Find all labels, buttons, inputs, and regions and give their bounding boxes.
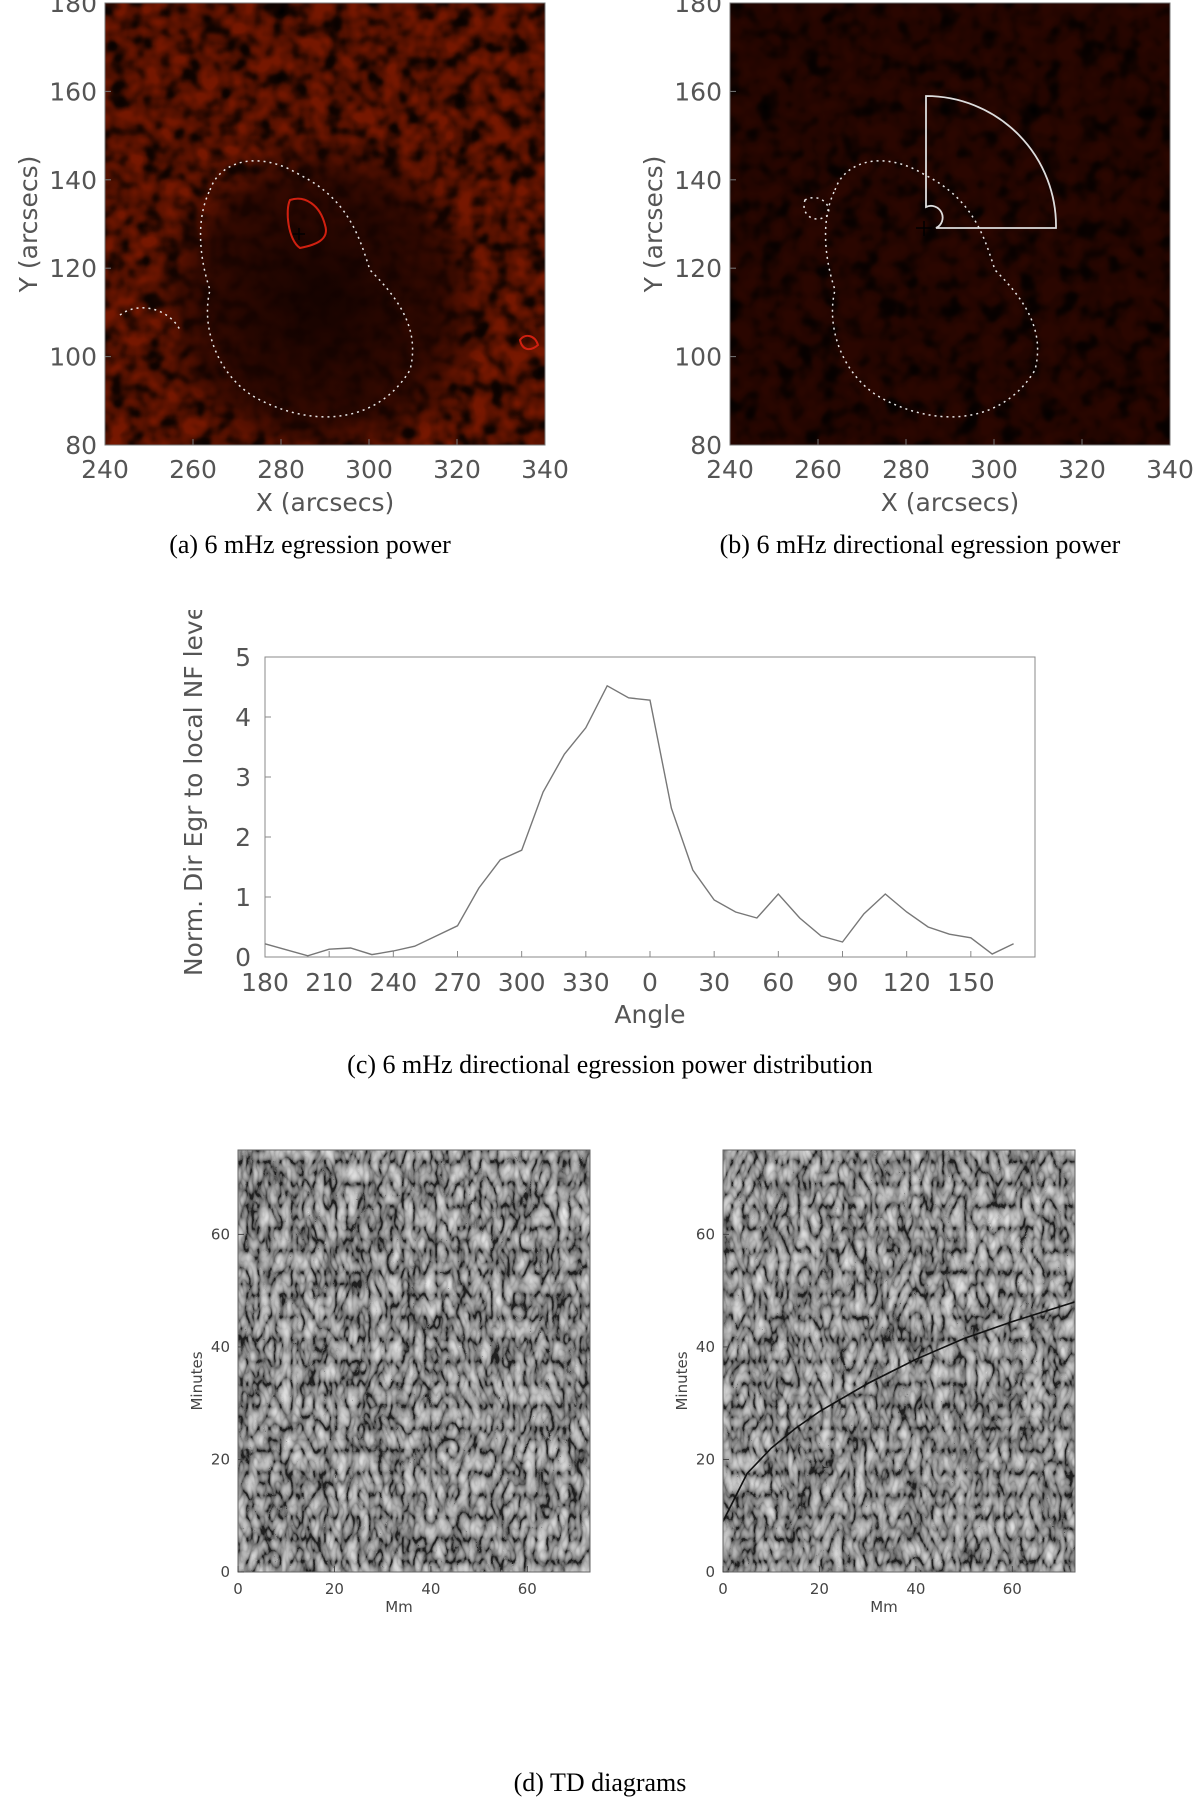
y-tick-label: 0 [705,1563,715,1581]
egression-distribution-chart: 180 210 240 270 300 330 0 30 60 90 120 150 0 1 2 3 4 5 Ang… [180,610,1036,1029]
y-tick-label: 20 [696,1450,715,1468]
x-tick-label: 260 [169,455,217,484]
directional-egression-map: 240 260 280 300 320 340 80 100 120 140 160 180 X (ar… [639,0,1194,517]
x-tick-label: 20 [325,1580,344,1598]
x-axis-label: Angle [614,1000,685,1029]
y-tick-label: 3 [235,763,251,792]
y-tick-label: 140 [49,166,97,195]
y-tick-label: 140 [674,166,722,195]
y-tick-label: 60 [696,1225,715,1243]
egression-power-map: 240 260 280 300 320 340 80 100 120 140 160 180 X (ar… [14,0,569,517]
x-tick-label: 270 [434,968,482,997]
x-tick-label: 240 [706,455,754,484]
travel-time-curve [723,1301,1075,1522]
caption-a: (a) 6 mHz egression power [169,530,451,559]
x-tick-label: 120 [883,968,931,997]
x-tick-label: 330 [562,968,610,997]
x-tick-label: 300 [345,455,393,484]
y-tick-label: 4 [235,703,251,732]
y-tick-label: 0 [220,1563,230,1581]
x-tick-label: 60 [518,1580,537,1598]
y-tick-label: 5 [235,643,251,672]
x-tick-label: 300 [970,455,1018,484]
y-tick-label: 160 [674,77,722,106]
y-axis-label: Y (arcsecs) [639,156,668,294]
x-tick-label: 0 [642,968,658,997]
x-tick-label: 210 [305,968,353,997]
x-axis-label: Mm [870,1598,898,1616]
caption-d: (d) TD diagrams [513,1768,687,1797]
x-tick-label: 340 [521,455,569,484]
y-tick-label: 1 [235,883,251,912]
y-axis-label: Minutes [673,1351,691,1410]
x-tick-label: 320 [1058,455,1106,484]
td-diagram-right: 0 20 40 60 0 20 40 60 Mm Minutes [673,1149,1076,1616]
y-tick-label: 120 [49,254,97,283]
x-axis-label: X (arcsecs) [881,488,1020,517]
x-tick-label: 340 [1146,455,1194,484]
x-tick-label: 150 [947,968,995,997]
y-tick-label: 80 [65,431,97,460]
x-tick-label: 240 [369,968,417,997]
x-tick-label: 40 [906,1580,925,1598]
caption-b: (b) 6 mHz directional egression power [719,530,1121,559]
x-tick-label: 180 [241,968,289,997]
y-tick-label: 160 [49,77,97,106]
y-tick-label: 180 [49,0,97,18]
y-tick-label: 100 [49,343,97,372]
y-tick-label: 20 [211,1450,230,1468]
td-diagram-left: 0 20 40 60 0 20 40 60 Mm Minutes [188,1149,591,1616]
x-tick-label: 280 [257,455,305,484]
x-tick-label: 300 [498,968,546,997]
x-tick-label: 60 [762,968,794,997]
x-tick-label: 320 [433,455,481,484]
caption-c: (c) 6 mHz directional egression power di… [347,1050,873,1079]
y-tick-label: 40 [211,1338,230,1356]
y-tick-label: 0 [235,943,251,972]
y-tick-label: 180 [674,0,722,18]
y-tick-label: 100 [674,343,722,372]
x-tick-label: 0 [718,1580,728,1598]
y-tick-label: 40 [696,1338,715,1356]
x-tick-label: 280 [882,455,930,484]
x-tick-label: 20 [810,1580,829,1598]
y-axis-label: Norm. Dir Egr to local NF level [180,610,208,976]
x-axis-label: Mm [385,1598,413,1616]
x-tick-label: 260 [794,455,842,484]
x-tick-label: 40 [421,1580,440,1598]
x-axis-label: X (arcsecs) [256,488,395,517]
y-tick-label: 80 [690,431,722,460]
y-axis-label: Y (arcsecs) [14,156,43,294]
y-tick-label: 120 [674,254,722,283]
y-tick-label: 2 [235,823,251,852]
x-tick-label: 30 [698,968,730,997]
x-tick-label: 60 [1003,1580,1022,1598]
y-axis-label: Minutes [188,1351,206,1410]
series-line [264,684,1014,957]
x-tick-label: 90 [827,968,859,997]
x-tick-label: 0 [233,1580,243,1598]
y-tick-label: 60 [211,1225,230,1243]
x-tick-label: 240 [81,455,129,484]
